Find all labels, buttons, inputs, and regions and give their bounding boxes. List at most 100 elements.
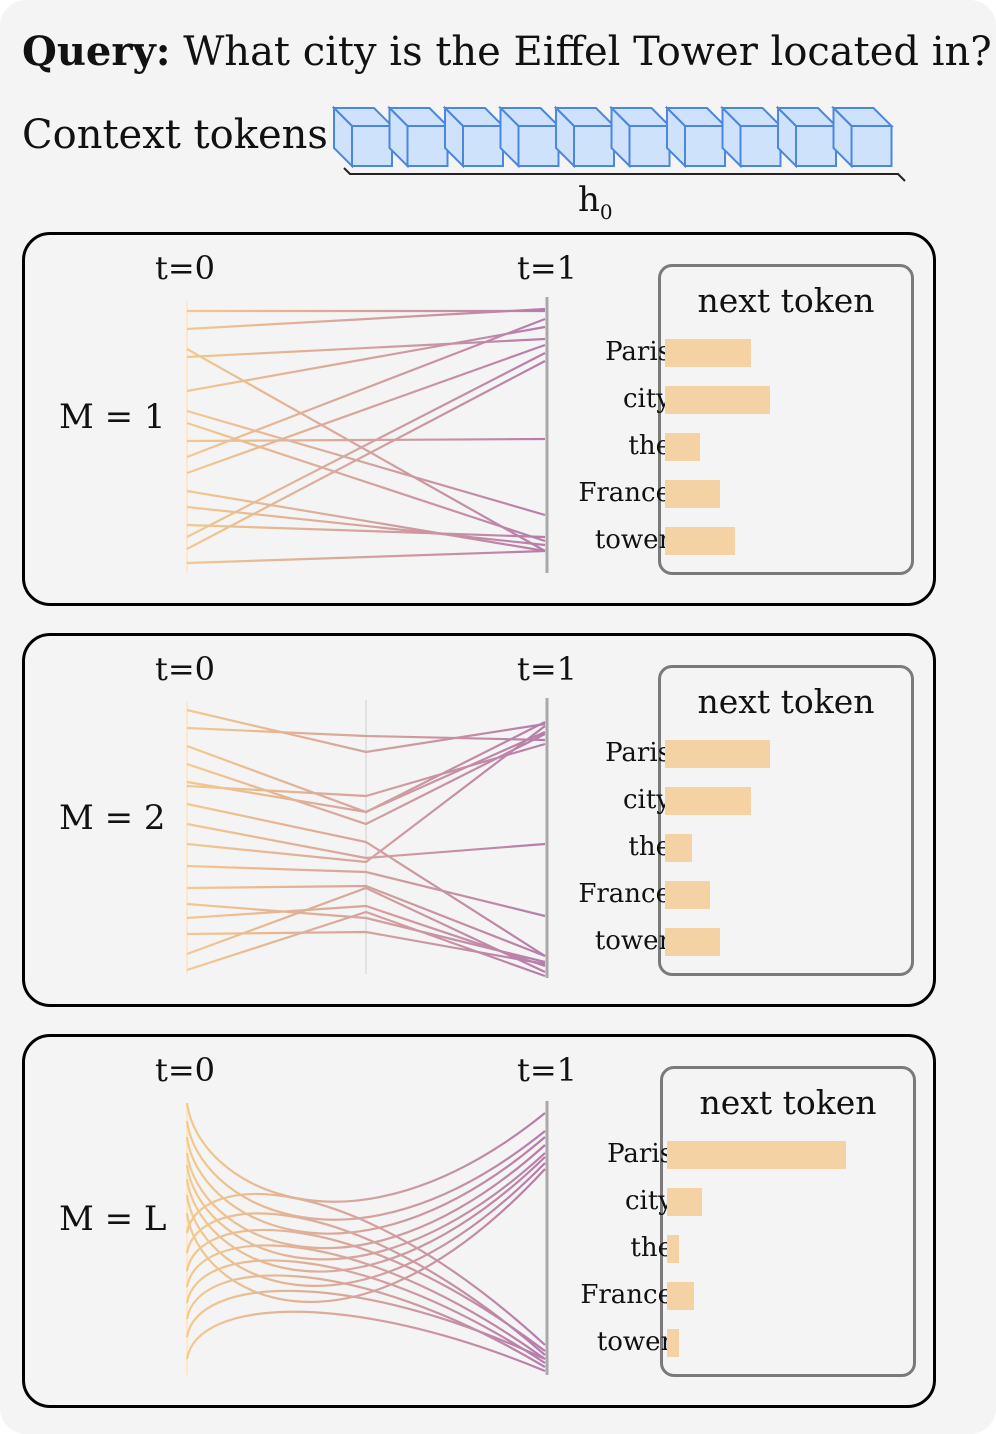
flow-line <box>185 1244 546 1360</box>
cube-front <box>517 125 560 167</box>
flow-line <box>186 822 546 860</box>
flow-line <box>186 910 546 978</box>
token-cube <box>831 105 894 169</box>
flow-line <box>186 725 546 864</box>
cube-front <box>462 125 504 167</box>
flow-line <box>186 307 546 331</box>
token-label-the: the <box>630 1233 673 1263</box>
flow-line <box>186 733 546 826</box>
flow-line <box>186 902 546 964</box>
flow-line <box>185 1193 546 1346</box>
flow-line <box>186 742 546 798</box>
token-label-the: the <box>628 431 671 461</box>
cube-front <box>684 125 726 167</box>
flow-diagram-m1 <box>186 297 549 573</box>
query-text: What city is the Eiffel Tower located in… <box>183 29 992 75</box>
flow-line <box>186 549 546 565</box>
t0-label: t=0 <box>155 249 216 287</box>
token-cube <box>387 105 450 169</box>
panel-ml: t=0 t=1 M = L next token Paris city the … <box>22 1034 936 1408</box>
cube-front <box>795 125 837 167</box>
token-cube <box>775 105 839 169</box>
bar-the <box>667 1235 679 1263</box>
bar-tower <box>665 928 720 956</box>
t0-label: t=0 <box>155 650 216 688</box>
token-label-tower: tower <box>594 926 671 956</box>
query-bold-label: Query: <box>22 28 171 75</box>
token-label-city: city <box>624 1186 673 1216</box>
bar-the <box>665 834 692 862</box>
token-cube <box>720 105 783 169</box>
token-cube <box>609 105 672 169</box>
flow-line <box>186 348 546 552</box>
bar-the <box>665 433 700 461</box>
flow-line <box>186 437 546 443</box>
flow-line <box>186 904 546 968</box>
m-label: M = 1 <box>59 397 166 437</box>
next-token-title: next token <box>697 281 875 320</box>
m-label: M = L <box>59 1199 167 1239</box>
token-cube <box>664 105 728 169</box>
bar-france <box>665 480 720 508</box>
next-token-box: next token <box>658 665 914 976</box>
flow-line <box>185 1144 546 1250</box>
cube-front <box>628 125 671 167</box>
query-line: Query: What city is the Eiffel Tower loc… <box>22 28 992 75</box>
flow-line <box>186 730 546 814</box>
flow-line <box>186 325 546 393</box>
flow-line <box>186 360 546 550</box>
flow-line <box>186 489 546 553</box>
t1-label: t=1 <box>517 1051 578 1089</box>
flow-line <box>186 884 546 958</box>
flow-line <box>185 1120 546 1221</box>
flow-line <box>186 802 546 957</box>
flow-line <box>186 343 546 475</box>
flow-line <box>186 708 546 754</box>
flow-line <box>186 421 546 543</box>
cube-front <box>739 125 782 167</box>
flow-line <box>185 1162 546 1287</box>
bar-paris <box>665 339 751 367</box>
bar-city <box>667 1188 702 1216</box>
m-label: M = 2 <box>59 798 166 838</box>
flow-line <box>186 352 546 538</box>
flow-line <box>186 930 546 966</box>
flow-diagram-m2 <box>186 698 549 978</box>
flow-line <box>185 1310 546 1373</box>
token-cube <box>442 105 506 169</box>
bar-paris <box>667 1141 846 1169</box>
flow-line <box>186 886 546 973</box>
flow-diagram-ml <box>185 1101 549 1375</box>
next-token-box: next token <box>658 264 914 575</box>
flow-line <box>185 1212 546 1356</box>
bar-paris <box>665 740 770 768</box>
token-label-france: France <box>580 1280 673 1310</box>
cube-front <box>406 125 449 167</box>
flow-line <box>186 337 546 359</box>
panel-m2: t=0 t=1 M = 2 next token Paris city the … <box>22 633 936 1007</box>
t1-label: t=1 <box>517 650 578 688</box>
token-cube <box>331 105 395 169</box>
token-label-paris: Paris <box>605 337 671 367</box>
flow-line <box>185 1274 546 1368</box>
token-label-city: city <box>622 384 671 414</box>
flow-line <box>186 505 546 547</box>
token-label-france: France <box>578 478 671 508</box>
next-token-title: next token <box>699 1083 877 1122</box>
panel-m1: t=0 t=1 M = 1 next token Paris city the … <box>22 232 936 606</box>
bar-city <box>665 787 751 815</box>
flow-line <box>185 1168 546 1303</box>
cube-front <box>850 125 893 167</box>
context-token-cubes <box>331 105 906 182</box>
hidden-state-index: 0 <box>599 199 613 224</box>
bar-france <box>667 1282 694 1310</box>
next-token-title: next token <box>697 682 875 721</box>
token-label-the: the <box>628 832 671 862</box>
flow-line <box>186 726 546 742</box>
next-token-box: next token <box>660 1066 916 1377</box>
cube-front <box>351 125 393 167</box>
token-cube <box>498 105 561 169</box>
token-label-tower: tower <box>594 525 671 555</box>
token-cube <box>553 105 617 169</box>
